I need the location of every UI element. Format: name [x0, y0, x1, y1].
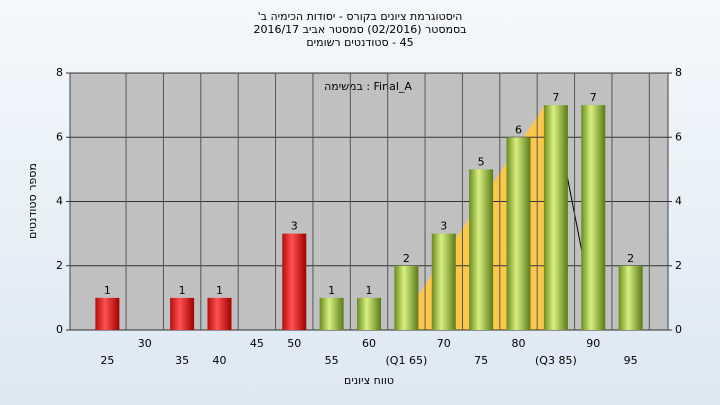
x-tick-label: 55 — [325, 354, 339, 367]
x-tick-label: (Q1 65) — [386, 354, 428, 367]
bar — [581, 105, 606, 330]
y-tick-label: 0 — [56, 323, 63, 336]
bar — [357, 297, 381, 330]
x-tick-label: 30 — [138, 337, 152, 350]
value-label: 5 — [478, 155, 485, 168]
value-label: 3 — [291, 220, 298, 233]
annotation: Final_A : במשימה — [324, 80, 412, 93]
bars: 25 1 30 35 1 40 1 45 50 3 55 1 60 1 (Q1 65) 2 70 3 75 5 80 6 (… — [95, 91, 643, 367]
bar — [394, 265, 419, 330]
y2-tick-label: 2 — [675, 259, 682, 272]
x-tick-label: 90 — [586, 337, 600, 350]
y2-tick-label: 8 — [675, 66, 682, 79]
value-label: 3 — [440, 220, 447, 233]
x-tick-label: 45 — [250, 337, 264, 350]
chart-subtitle: בסמסטר (02/2016) סמסטר אביב 2016/17 — [253, 23, 466, 36]
bar — [282, 233, 307, 330]
value-label: 1 — [216, 284, 223, 297]
bar — [543, 105, 568, 330]
y2-tick-label: 6 — [675, 130, 682, 143]
value-label: 7 — [552, 91, 559, 104]
x-tick-label: 35 — [175, 354, 189, 367]
bar — [319, 297, 344, 330]
value-label: 1 — [179, 284, 186, 297]
x-tick-label: 60 — [362, 337, 376, 350]
bar — [431, 233, 456, 330]
y2-tick-label: 0 — [675, 323, 682, 336]
y-tick-label: 2 — [56, 259, 63, 272]
y-axis-label: מספר סטודנטים — [26, 163, 39, 239]
bar — [618, 265, 643, 330]
value-label: 1 — [328, 284, 335, 297]
x-axis-label: טווח ציונים — [344, 374, 394, 387]
value-label: 2 — [627, 252, 634, 265]
y-tick-label: 8 — [56, 66, 63, 79]
chart-title: היסטוגרמת ציונים בקורס - יסודות הכימיה ב… — [258, 10, 463, 23]
y-tick-label: 4 — [56, 195, 63, 208]
bar — [506, 137, 531, 330]
x-tick-label: 75 — [474, 354, 488, 367]
chart-subtitle: 45 - סטודנטים רשומים — [306, 36, 413, 49]
x-tick-label: 40 — [213, 354, 227, 367]
x-tick-label: (Q3 85) — [535, 354, 577, 367]
x-tick-label: 50 — [287, 337, 301, 350]
x-tick-label: 70 — [437, 337, 451, 350]
bar — [95, 297, 120, 330]
value-label: 7 — [590, 91, 597, 104]
bar — [469, 169, 494, 330]
bar — [170, 297, 195, 330]
value-label: 2 — [403, 252, 410, 265]
x-tick-label: 80 — [512, 337, 526, 350]
x-tick-label: 95 — [624, 354, 638, 367]
bar — [207, 297, 232, 330]
y-tick-label: 6 — [56, 130, 63, 143]
value-label: 6 — [515, 123, 522, 136]
value-label: 1 — [366, 284, 373, 297]
y2-tick-label: 4 — [675, 195, 682, 208]
value-label: 1 — [104, 284, 111, 297]
x-tick-label: 25 — [100, 354, 114, 367]
